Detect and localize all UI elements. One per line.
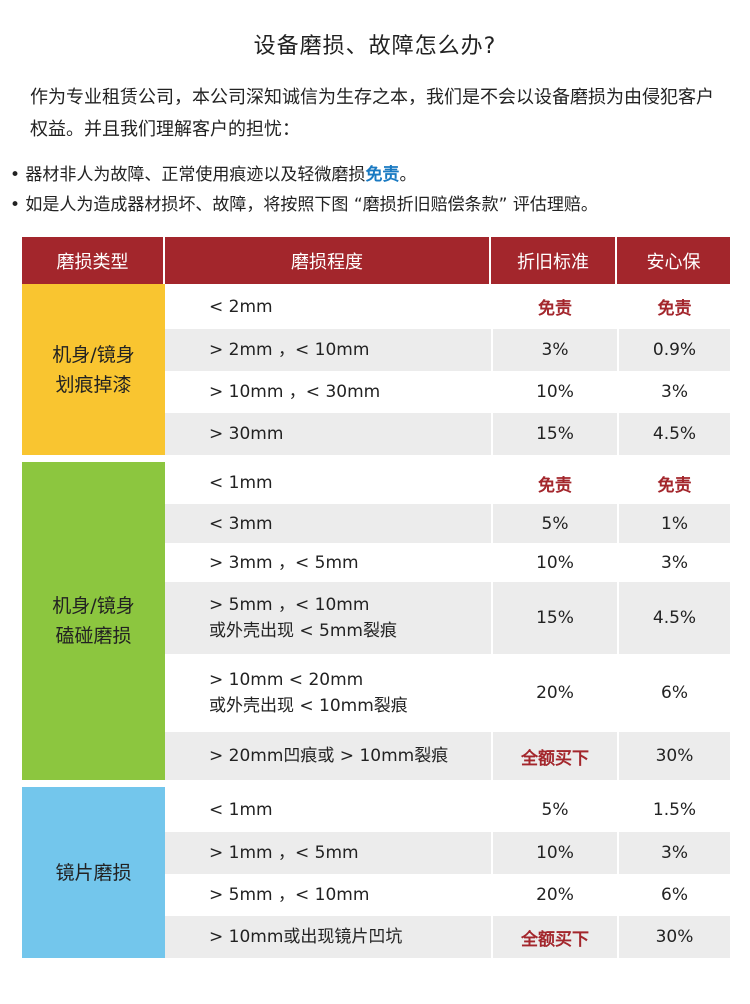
degree-line: > 10mm ，< 30mm	[209, 382, 381, 402]
table-row: > 20mm凹痕或 > 10mm裂痕 全额买下 30%	[165, 732, 730, 780]
degree-cell: > 10mm或出现镜片凹坑	[165, 916, 491, 958]
table-row: < 1mm 免责 免责	[165, 462, 730, 504]
degree-cell: > 5mm ，< 10mm	[165, 874, 491, 916]
insurance-cell: 3%	[617, 543, 730, 582]
degree-cell: > 1mm ，< 5mm	[165, 832, 491, 874]
table-row: < 2mm 免责 免责	[165, 284, 730, 329]
insurance-cell: 免责	[617, 284, 730, 329]
table-row: > 30mm 15% 4.5%	[165, 413, 730, 455]
degree-line: > 1mm ，< 5mm	[209, 843, 359, 863]
bullet-item-1: • 器材非人为故障、正常使用痕迹以及轻微磨损免责。	[10, 160, 745, 190]
depreciation-cell: 免责	[491, 284, 617, 329]
group-name: 镜片磨损	[22, 787, 165, 958]
depreciation-cell: 5%	[491, 504, 617, 543]
header-degree: 磨损程度	[165, 237, 491, 284]
degree-cell: < 1mm	[165, 462, 491, 504]
group-name: 机身/镜身 划痕掉漆	[22, 284, 165, 455]
table-row: < 3mm 5% 1%	[165, 504, 730, 543]
degree-cell: > 2mm ，< 10mm	[165, 329, 491, 371]
insurance-cell: 6%	[617, 654, 730, 732]
bullet-text: • 器材非人为故障、正常使用痕迹以及轻微磨损	[10, 165, 366, 185]
degree-line: 或外壳出现 < 5mm裂痕	[209, 621, 397, 641]
table-row: > 10mm或出现镜片凹坑 全额买下 30%	[165, 916, 730, 958]
insurance-cell: 4.5%	[617, 582, 730, 654]
bullet-suffix: 。	[399, 165, 417, 185]
depreciation-table: 磨损类型 磨损程度 折旧标准 安心保 机身/镜身 划痕掉漆 < 2mm 免责 免责 > …	[22, 237, 730, 958]
degree-cell: > 3mm ，< 5mm	[165, 543, 491, 582]
degree-cell: < 1mm	[165, 787, 491, 832]
insurance-cell: 30%	[617, 916, 730, 958]
degree-line: > 2mm ，< 10mm	[209, 340, 370, 360]
degree-line: > 10mm < 20mm	[209, 670, 364, 690]
depreciation-cell: 20%	[491, 874, 617, 916]
degree-line: > 3mm ，< 5mm	[209, 552, 359, 573]
degree-line: > 30mm	[209, 424, 284, 444]
insurance-cell: 1.5%	[617, 787, 730, 832]
degree-line: > 5mm ，< 10mm	[209, 885, 370, 905]
insurance-cell: 4.5%	[617, 413, 730, 455]
table-header: 磨损类型 磨损程度 折旧标准 安心保	[22, 237, 730, 284]
insurance-cell: 3%	[617, 832, 730, 874]
depreciation-cell: 全额买下	[491, 732, 617, 780]
insurance-cell: 3%	[617, 371, 730, 413]
table-group: 机身/镜身 磕碰磨损 < 1mm 免责 免责 < 3mm 5% 1% > 3mm ，< 5mm…	[22, 462, 730, 780]
degree-cell: > 30mm	[165, 413, 491, 455]
degree-cell: > 10mm ，< 30mm	[165, 371, 491, 413]
table-row: > 2mm ，< 10mm 3% 0.9%	[165, 329, 730, 371]
table-row: < 1mm 5% 1.5%	[165, 787, 730, 832]
table-row: > 10mm < 20mm 或外壳出现 < 10mm裂痕 20% 6%	[165, 654, 730, 732]
degree-line: > 20mm凹痕或 > 10mm裂痕	[209, 746, 449, 766]
header-type: 磨损类型	[22, 237, 165, 284]
degree-line: > 5mm ，< 10mm	[209, 595, 370, 615]
depreciation-cell: 15%	[491, 413, 617, 455]
insurance-cell: 30%	[617, 732, 730, 780]
table-row: > 1mm ，< 5mm 10% 3%	[165, 832, 730, 874]
depreciation-cell: 5%	[491, 787, 617, 832]
depreciation-cell: 3%	[491, 329, 617, 371]
depreciation-cell: 15%	[491, 582, 617, 654]
depreciation-cell: 10%	[491, 543, 617, 582]
degree-cell: < 3mm	[165, 504, 491, 543]
table-group: 镜片磨损 < 1mm 5% 1.5% > 1mm ，< 5mm 10% 3% > 5mm ，<…	[22, 787, 730, 958]
group-name: 机身/镜身 磕碰磨损	[22, 462, 165, 780]
header-depreciation: 折旧标准	[491, 237, 617, 284]
degree-cell: > 5mm ，< 10mm 或外壳出现 < 5mm裂痕	[165, 582, 491, 654]
insurance-cell: 6%	[617, 874, 730, 916]
insurance-cell: 免责	[617, 462, 730, 504]
table-row: > 5mm ，< 10mm 20% 6%	[165, 874, 730, 916]
table-body: 机身/镜身 划痕掉漆 < 2mm 免责 免责 > 2mm ，< 10mm 3% 0.9% > …	[22, 284, 730, 958]
degree-line: < 1mm	[209, 473, 273, 493]
degree-cell: > 10mm < 20mm 或外壳出现 < 10mm裂痕	[165, 654, 491, 732]
bullet-highlight: 免责	[365, 165, 400, 185]
intro-paragraph: 作为专业租赁公司，本公司深知诚信为生存之本，我们是不会以设备磨损为由侵犯客户权益…	[30, 87, 714, 140]
degree-line: < 3mm	[209, 513, 273, 534]
header-insurance: 安心保	[646, 251, 701, 273]
bullet-item-2: • 如是人为造成器材损坏、故障，将按照下图 “磨损折旧赔偿条款” 评估理赔。	[10, 190, 745, 220]
table-row: > 5mm ，< 10mm 或外壳出现 < 5mm裂痕 15% 4.5%	[165, 582, 730, 654]
bullet-list: • 器材非人为故障、正常使用痕迹以及轻微磨损免责。 • 如是人为造成器材损坏、故…	[10, 160, 745, 220]
depreciation-cell: 10%	[491, 832, 617, 874]
degree-line: > 10mm或出现镜片凹坑	[209, 927, 403, 947]
insurance-cell: 1%	[617, 504, 730, 543]
degree-cell: < 2mm	[165, 284, 491, 329]
table-row: > 3mm ，< 5mm 10% 3%	[165, 543, 730, 582]
depreciation-cell: 20%	[491, 654, 617, 732]
degree-line: < 1mm	[209, 799, 273, 820]
bullet-text: • 如是人为造成器材损坏、故障，将按照下图 “磨损折旧赔偿条款” 评估理赔。	[10, 195, 598, 215]
depreciation-cell: 免责	[491, 462, 617, 504]
depreciation-cell: 10%	[491, 371, 617, 413]
degree-line: < 2mm	[209, 296, 273, 317]
insurance-cell: 0.9%	[617, 329, 730, 371]
table-group: 机身/镜身 划痕掉漆 < 2mm 免责 免责 > 2mm ，< 10mm 3% 0.9% > …	[22, 284, 730, 455]
degree-line: 或外壳出现 < 10mm裂痕	[209, 696, 408, 716]
degree-cell: > 20mm凹痕或 > 10mm裂痕	[165, 732, 491, 780]
depreciation-cell: 全额买下	[491, 916, 617, 958]
page-title: 设备磨损、故障怎么办?	[253, 34, 497, 59]
table-row: > 10mm ，< 30mm 10% 3%	[165, 371, 730, 413]
